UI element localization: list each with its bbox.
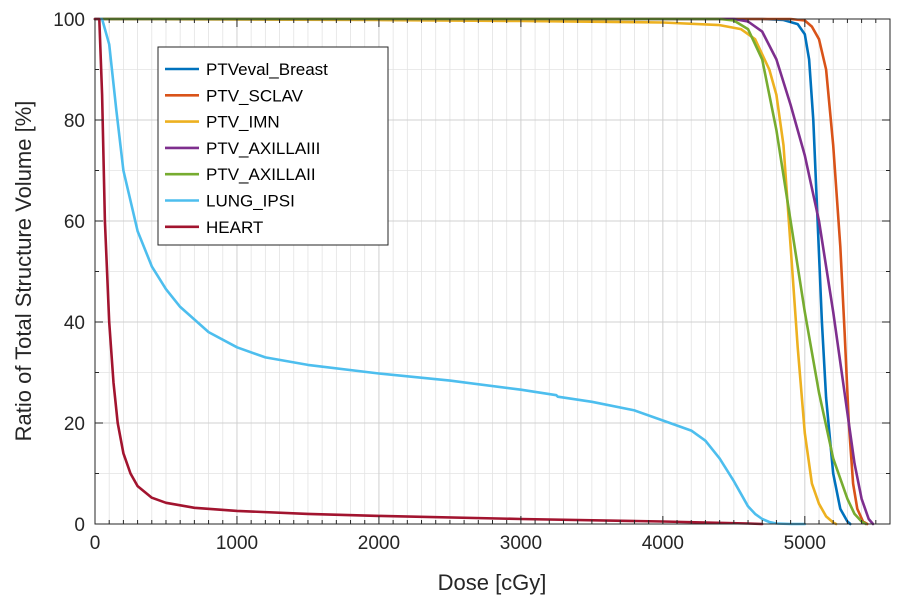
legend-label-ptv_axillaii: PTV_AXILLAII xyxy=(206,165,316,184)
series-line-ptv_sclav xyxy=(93,17,869,526)
series-line-ptveval_breast xyxy=(93,17,852,526)
x-tick-label: 2000 xyxy=(358,533,400,554)
series-line-ptv_axillaiii xyxy=(93,17,875,526)
series-line-lung_ipsi xyxy=(93,17,807,526)
x-tick-label: 5000 xyxy=(784,533,826,554)
series-line-ptv_axillaii xyxy=(93,17,868,526)
y-axis-label: Ratio of Total Structure Volume [%] xyxy=(11,101,36,442)
y-tick-label: 40 xyxy=(64,313,85,334)
legend-label-ptveval_breast: PTVeval_Breast xyxy=(206,60,328,79)
x-tick-label: 3000 xyxy=(500,533,542,554)
legend-label-ptv_sclav: PTV_SCLAV xyxy=(206,86,304,105)
series-line-ptv_imn xyxy=(93,17,838,526)
x-axis-label: Dose [cGy] xyxy=(438,570,547,595)
series-lines xyxy=(93,17,875,526)
legend-label-lung_ipsi: LUNG_IPSI xyxy=(206,192,295,211)
y-tick-label: 60 xyxy=(64,212,85,233)
y-tick-label: 100 xyxy=(53,10,85,31)
legend-label-ptv_imn: PTV_IMN xyxy=(206,113,280,132)
x-tick-label: 1000 xyxy=(216,533,258,554)
y-axis-ticks: 0 20 40 60 80 100 xyxy=(53,10,890,536)
legend-label-heart: HEART xyxy=(206,218,263,237)
x-tick-label: 0 xyxy=(90,533,101,554)
y-tick-label: 20 xyxy=(64,414,85,435)
legend-box xyxy=(157,46,389,246)
y-tick-label: 80 xyxy=(64,111,85,132)
y-tick-label: 0 xyxy=(74,515,85,536)
legend: PTVeval_Breast PTV_SCLAV PTV_IMN PTV_AXILLA… xyxy=(157,46,389,246)
legend-label-ptv_axillaiii: PTV_AXILLAIII xyxy=(206,139,320,158)
x-axis-ticks: 0 1000 2000 3000 4000 5000 xyxy=(90,19,877,554)
x-tick-label: 4000 xyxy=(642,533,684,554)
series-line-heart xyxy=(93,17,764,526)
